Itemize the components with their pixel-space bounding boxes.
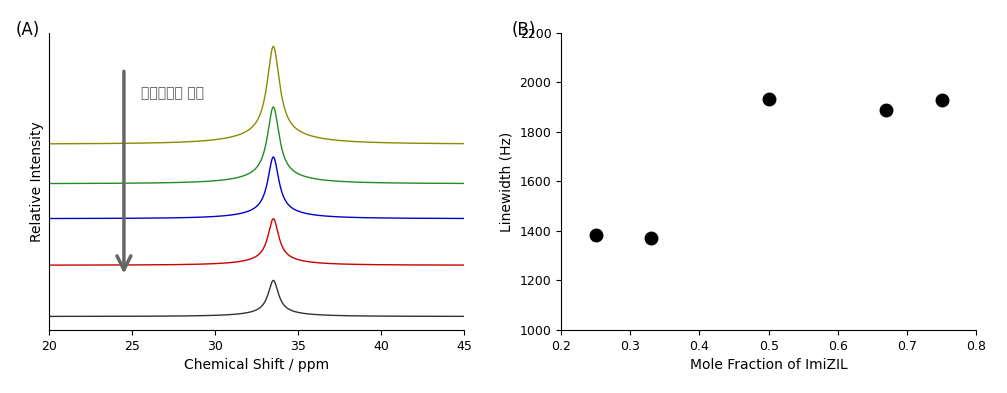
X-axis label: Mole Fraction of ImiZIL: Mole Fraction of ImiZIL <box>690 358 848 372</box>
Point <box>933 97 950 103</box>
Point <box>878 107 894 113</box>
X-axis label: Chemical Shift / ppm: Chemical Shift / ppm <box>184 358 329 372</box>
Y-axis label: Relative Intensity: Relative Intensity <box>29 121 43 242</box>
Point <box>760 95 776 102</box>
Text: 이온성액체 농도: 이온성액체 농도 <box>141 86 203 100</box>
Text: (A): (A) <box>16 21 40 39</box>
Point <box>643 235 660 241</box>
Text: (B): (B) <box>512 21 536 39</box>
Point <box>588 231 604 238</box>
Y-axis label: Linewidth (Hz): Linewidth (Hz) <box>499 131 514 231</box>
